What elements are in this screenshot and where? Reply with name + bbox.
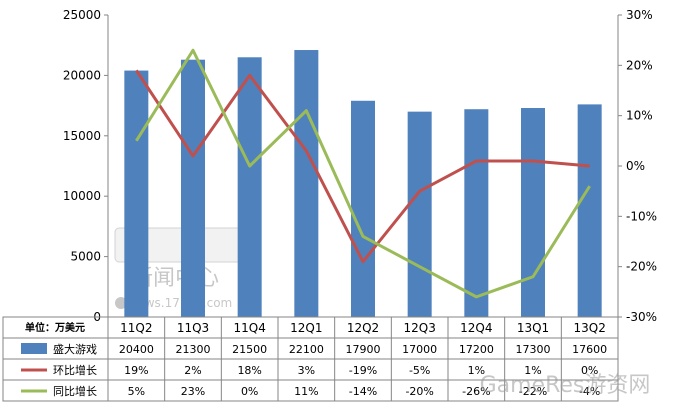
- data-label: 17000: [402, 343, 437, 356]
- y-left-tick-label: 10000: [63, 189, 101, 203]
- watermark-corner: GameRes游资网: [480, 373, 651, 398]
- data-label: 18%: [237, 364, 261, 377]
- x-tick-label: 12Q4: [460, 321, 492, 335]
- unit-label: 单位：万美元: [25, 321, 85, 334]
- x-tick-label: 12Q1: [290, 321, 322, 335]
- bar-11Q3: [181, 59, 205, 318]
- y-left-tick-label: 5000: [70, 250, 101, 264]
- data-label: 21500: [232, 343, 267, 356]
- data-label: -20%: [405, 385, 433, 398]
- x-tick-label: 11Q4: [233, 321, 265, 335]
- data-label: 1%: [468, 364, 485, 377]
- data-label: -14%: [349, 385, 377, 398]
- x-tick-label: 11Q3: [177, 321, 209, 335]
- x-tick-label: 12Q2: [347, 321, 379, 335]
- legend-name: 环比增长: [53, 363, 97, 377]
- bar-13Q2: [577, 104, 602, 317]
- data-label: 23%: [181, 385, 205, 398]
- bar-11Q4: [237, 57, 262, 317]
- data-label: -5%: [409, 364, 430, 377]
- y-right-tick-label: -20%: [626, 260, 657, 274]
- bar-12Q1: [294, 50, 319, 317]
- y-right-tick-label: 30%: [626, 8, 653, 22]
- y-left-tick-label: 25000: [63, 8, 101, 22]
- y-left-tick-label: 20000: [63, 68, 101, 82]
- data-label: 3%: [298, 364, 315, 377]
- x-tick-label: 13Q1: [517, 321, 549, 335]
- data-label: 17900: [346, 343, 381, 356]
- legend-name: 盛大游戏: [53, 342, 97, 356]
- data-label: 0%: [581, 364, 598, 377]
- data-label: 17200: [459, 343, 494, 356]
- y-right-tick-label: 20%: [626, 58, 653, 72]
- data-label: -22%: [519, 385, 547, 398]
- bar-11Q2: [124, 70, 149, 318]
- watermark-dot: [115, 297, 127, 309]
- data-label: -26%: [462, 385, 490, 398]
- data-label: 0%: [241, 385, 258, 398]
- data-label: 21300: [176, 343, 211, 356]
- data-label: 1%: [524, 364, 541, 377]
- data-label: 11%: [294, 385, 318, 398]
- bar-13Q1: [521, 108, 545, 318]
- x-tick-label: 11Q2: [120, 321, 152, 335]
- x-tick-label: 12Q3: [403, 321, 435, 335]
- data-label: 5%: [128, 385, 145, 398]
- data-label: 19%: [124, 364, 148, 377]
- data-label: 20400: [119, 343, 154, 356]
- y-right-tick-label: 10%: [626, 109, 653, 123]
- legend-key-bar: [21, 343, 47, 354]
- data-label: 2%: [184, 364, 201, 377]
- data-label: 22100: [289, 343, 324, 356]
- y-right-tick-label: -10%: [626, 209, 657, 223]
- x-tick-label: 13Q2: [573, 321, 605, 335]
- legend-name: 同比增长: [53, 384, 97, 398]
- data-label: -19%: [349, 364, 377, 377]
- y-left-tick-label: 15000: [63, 129, 101, 143]
- y-right-tick-label: 0%: [626, 159, 645, 173]
- bar-12Q3: [407, 111, 432, 317]
- y-right-tick-label: -30%: [626, 310, 657, 324]
- data-label: -4%: [579, 385, 600, 398]
- bar-12Q2: [351, 100, 375, 317]
- data-label: 17600: [572, 343, 607, 356]
- data-label: 17300: [516, 343, 551, 356]
- bar-12Q4: [464, 109, 489, 317]
